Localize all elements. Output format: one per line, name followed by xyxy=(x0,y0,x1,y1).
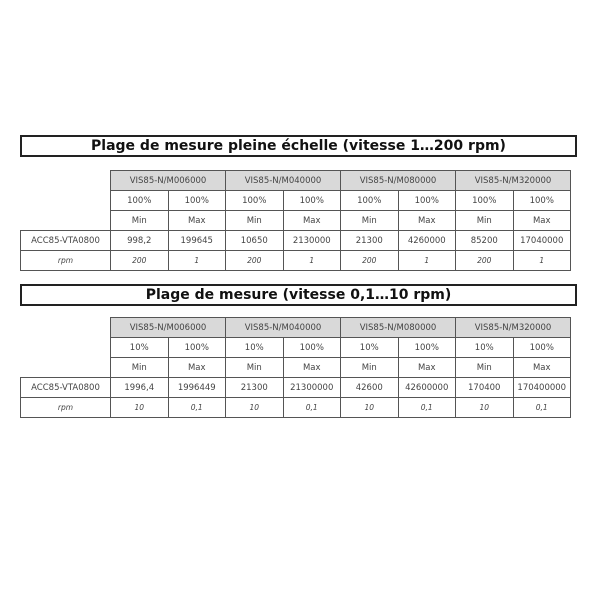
minmax-cell: Max xyxy=(167,357,226,378)
section-title: Plage de mesure pleine échelle (vitesse … xyxy=(20,135,577,157)
value-cell: 85200 xyxy=(455,230,514,251)
model-header: VIS85-N/M080000 xyxy=(340,317,456,338)
value-cell: 10650 xyxy=(225,230,284,251)
value-cell: 21300000 xyxy=(282,377,341,398)
minmax-cell: Min xyxy=(455,357,514,378)
rpm-cell: 10 xyxy=(455,397,514,418)
percent-cell: 10% xyxy=(225,337,284,358)
value-cell: 1996449 xyxy=(167,377,226,398)
rpm-cell: 0,1 xyxy=(167,397,226,418)
model-header: VIS85-N/M320000 xyxy=(455,170,571,191)
value-cell: 17040000 xyxy=(512,230,571,251)
percent-cell: 100% xyxy=(110,190,169,211)
rpm-cell: 200 xyxy=(225,250,284,271)
value-cell: 4260000 xyxy=(397,230,456,251)
minmax-cell: Min xyxy=(455,210,514,231)
value-cell: 1996,4 xyxy=(110,377,169,398)
percent-cell: 100% xyxy=(167,190,226,211)
rpm-cell: 200 xyxy=(455,250,514,271)
rpm-label: rpm xyxy=(20,250,111,271)
rpm-cell: 0,1 xyxy=(512,397,571,418)
value-cell: 170400000 xyxy=(512,377,571,398)
percent-cell: 10% xyxy=(455,337,514,358)
model-header: VIS85-N/M080000 xyxy=(340,170,456,191)
measurement-table: VIS85-N/M006000 VIS85-N/M040000 VIS85-N/M0… xyxy=(20,317,571,418)
empty-cell xyxy=(21,338,111,358)
empty-cell xyxy=(21,318,111,338)
rpm-cell: 1 xyxy=(512,250,571,271)
percent-cell: 100% xyxy=(225,190,284,211)
percent-cell: 100% xyxy=(282,337,341,358)
minmax-cell: Max xyxy=(282,357,341,378)
percent-cell: 100% xyxy=(455,190,514,211)
minmax-cell: Min xyxy=(110,357,169,378)
percent-cell: 100% xyxy=(397,337,456,358)
rpm-cell: 1 xyxy=(167,250,226,271)
value-cell: 21300 xyxy=(225,377,284,398)
rpm-cell: 0,1 xyxy=(397,397,456,418)
minmax-cell: Max xyxy=(512,210,571,231)
percent-cell: 100% xyxy=(340,190,399,211)
rpm-cell: 1 xyxy=(282,250,341,271)
minmax-cell: Max xyxy=(282,210,341,231)
empty-cell xyxy=(21,191,111,211)
percent-cell: 100% xyxy=(282,190,341,211)
rpm-label: rpm xyxy=(20,397,111,418)
model-header-row: VIS85-N/M006000 VIS85-N/M040000 VIS85-N/M0… xyxy=(21,317,571,338)
rpm-cell: 200 xyxy=(110,250,169,271)
minmax-cell: Max xyxy=(397,357,456,378)
minmax-cell: Min xyxy=(340,357,399,378)
rpm-cell: 10 xyxy=(340,397,399,418)
percent-row: 10% 100% 10% 100% 10% 100% 10% 100% xyxy=(21,337,571,358)
value-cell: 42600000 xyxy=(397,377,456,398)
row-label: ACC85-VTA0800 xyxy=(20,377,111,398)
percent-cell: 10% xyxy=(340,337,399,358)
minmax-cell: Min xyxy=(110,210,169,231)
minmax-cell: Max xyxy=(397,210,456,231)
rpm-cell: 10 xyxy=(225,397,284,418)
value-cell: 170400 xyxy=(455,377,514,398)
percent-cell: 10% xyxy=(110,337,169,358)
percent-cell: 100% xyxy=(512,337,571,358)
minmax-row: Min Max Min Max Min Max Min Max xyxy=(21,357,571,378)
minmax-cell: Min xyxy=(225,210,284,231)
minmax-row: Min Max Min Max Min Max Min Max xyxy=(21,210,571,231)
empty-cell xyxy=(21,211,111,231)
value-cell: 2130000 xyxy=(282,230,341,251)
minmax-cell: Min xyxy=(340,210,399,231)
rpm-cell: 1 xyxy=(397,250,456,271)
minmax-cell: Max xyxy=(167,210,226,231)
rpm-row: rpm 10 0,1 10 0,1 10 0,1 10 0,1 xyxy=(20,397,571,418)
model-header: VIS85-N/M040000 xyxy=(225,170,341,191)
measurement-table: VIS85-N/M006000 VIS85-N/M040000 VIS85-N/M0… xyxy=(20,170,571,271)
model-header: VIS85-N/M320000 xyxy=(455,317,571,338)
section-title: Plage de mesure (vitesse 0,1…10 rpm) xyxy=(20,284,577,306)
value-row: ACC85-VTA0800 1996,4 1996449 21300 21300000 4… xyxy=(20,377,571,398)
rpm-cell: 0,1 xyxy=(282,397,341,418)
percent-cell: 100% xyxy=(512,190,571,211)
rpm-cell: 10 xyxy=(110,397,169,418)
model-header: VIS85-N/M040000 xyxy=(225,317,341,338)
value-row: ACC85-VTA0800 998,2 199645 10650 2130000 2130… xyxy=(20,230,571,251)
model-header: VIS85-N/M006000 xyxy=(110,170,226,191)
percent-cell: 100% xyxy=(397,190,456,211)
percent-cell: 100% xyxy=(167,337,226,358)
model-header-row: VIS85-N/M006000 VIS85-N/M040000 VIS85-N/M0… xyxy=(21,170,571,191)
percent-row: 100% 100% 100% 100% 100% 100% 100% 100% xyxy=(21,190,571,211)
empty-cell xyxy=(21,358,111,378)
rpm-cell: 200 xyxy=(340,250,399,271)
value-cell: 998,2 xyxy=(110,230,169,251)
minmax-cell: Max xyxy=(512,357,571,378)
value-cell: 199645 xyxy=(167,230,226,251)
empty-cell xyxy=(21,171,111,191)
minmax-cell: Min xyxy=(225,357,284,378)
value-cell: 42600 xyxy=(340,377,399,398)
value-cell: 21300 xyxy=(340,230,399,251)
rpm-row: rpm 200 1 200 1 200 1 200 1 xyxy=(20,250,571,271)
model-header: VIS85-N/M006000 xyxy=(110,317,226,338)
row-label: ACC85-VTA0800 xyxy=(20,230,111,251)
